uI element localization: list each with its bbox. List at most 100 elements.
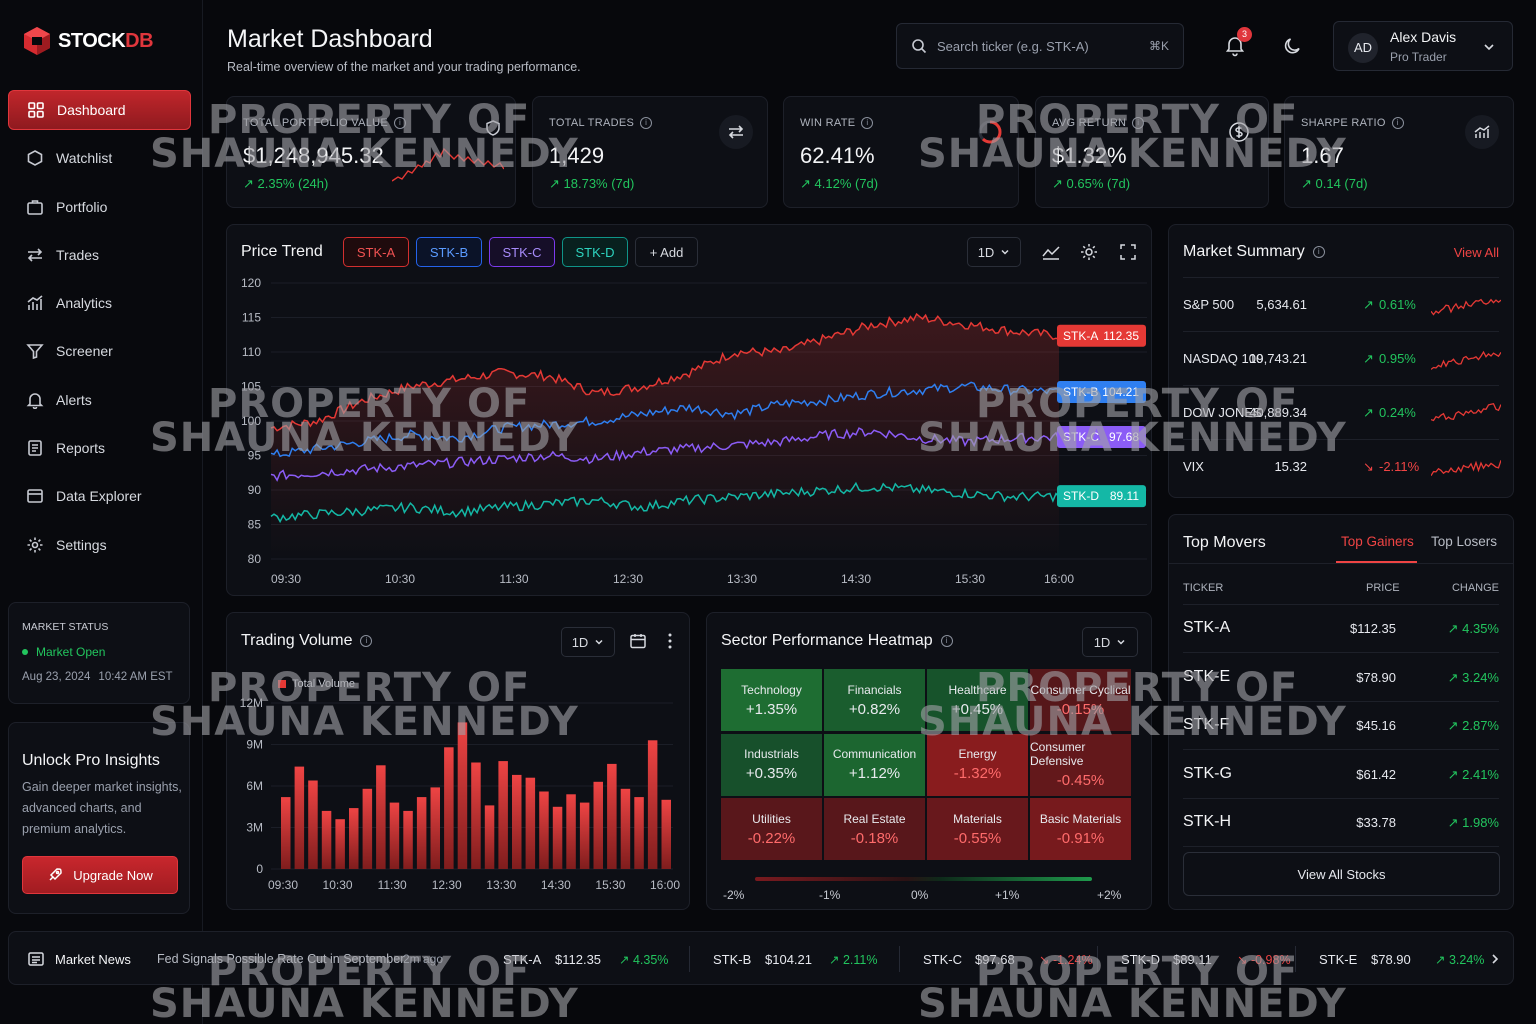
market-summary-row[interactable]: NASDAQ 100 19,743.21 ↗ 0.95% (1183, 332, 1501, 386)
sidebar-item-analytics[interactable]: Analytics (8, 283, 191, 323)
volume-bar[interactable] (566, 794, 576, 869)
heatmap-cell[interactable]: Industrials +0.35% (721, 733, 822, 796)
volume-bar[interactable] (281, 797, 291, 869)
heatmap-cell[interactable]: Technology +1.35% (721, 669, 822, 731)
heatmap-cell[interactable]: Basic Materials -0.91% (1030, 798, 1131, 860)
volume-bar[interactable] (539, 791, 549, 870)
volume-timeframe-select[interactable]: 1D (561, 627, 615, 657)
volume-bar[interactable] (498, 761, 508, 869)
volume-bar[interactable] (308, 780, 318, 870)
volume-bar[interactable] (349, 808, 359, 869)
volume-bar[interactable] (607, 763, 617, 869)
volume-bar[interactable] (457, 722, 468, 869)
sidebar-item-trades[interactable]: Trades (8, 235, 191, 275)
sidebar-item-portfolio[interactable]: Portfolio (8, 187, 191, 227)
heatmap-cell[interactable]: Materials -0.55% (927, 798, 1028, 860)
series-line-stk-c[interactable] (270, 427, 1060, 482)
news-ticker-item[interactable]: STK-A $112.35 ↗ 4.35% (503, 932, 693, 986)
info-icon[interactable]: i (394, 117, 407, 129)
volume-bar[interactable] (389, 802, 400, 869)
market-summary-row[interactable]: VIX 15.32 ↘ -2.11% (1183, 440, 1501, 494)
market-summary-view-all[interactable]: View All (1453, 245, 1499, 260)
volume-bar[interactable] (484, 805, 495, 869)
sidebar-item-screener[interactable]: Screener (8, 331, 191, 371)
top-mover-row[interactable]: STK-G $61.42 ↗ 2.41% (1183, 751, 1499, 799)
series-line-stk-b[interactable] (270, 381, 1060, 458)
volume-bar[interactable] (620, 788, 631, 869)
volume-bar[interactable] (294, 766, 305, 869)
news-ticker-item[interactable]: STK-D $89.11 ↘ -0.98% (1121, 932, 1311, 986)
volume-bar[interactable] (512, 774, 522, 869)
search-box[interactable]: ⌘K (896, 23, 1184, 69)
add-ticker-button[interactable]: + Add (635, 237, 698, 267)
info-icon[interactable]: i (940, 635, 953, 647)
volume-bar[interactable] (444, 747, 454, 869)
news-ticker-item[interactable]: STK-E $78.90 ↗ 3.24% (1319, 932, 1509, 986)
sidebar-item-data-explorer[interactable]: Data Explorer (8, 476, 191, 516)
view-all-stocks-button[interactable]: View All Stocks (1183, 852, 1500, 896)
search-input[interactable] (937, 38, 1139, 54)
volume-bar[interactable] (552, 806, 563, 870)
volume-bar[interactable] (376, 765, 386, 870)
market-summary-row[interactable]: DOW JONES 40,889.34 ↗ 0.24% (1183, 386, 1501, 440)
user-menu[interactable]: AD Alex Davis Pro Trader (1333, 21, 1513, 71)
heatmap-cell[interactable]: Consumer Cyclical -0.15% (1030, 669, 1131, 731)
series-line-stk-a[interactable] (270, 312, 1060, 432)
tab-top-gainers[interactable]: Top Gainers (1341, 534, 1414, 549)
heatmap-cell[interactable]: Energy -1.32% (927, 733, 1028, 796)
volume-bar[interactable] (362, 788, 373, 869)
info-icon[interactable]: i (1391, 117, 1404, 129)
volume-bar[interactable] (471, 762, 481, 870)
news-headline[interactable]: Fed Signals Possible Rate Cut in Septemb… (157, 952, 405, 966)
tab-top-losers[interactable]: Top Losers (1431, 534, 1498, 549)
volume-bar[interactable] (661, 799, 672, 869)
sidebar-item-reports[interactable]: Reports (8, 428, 191, 468)
settings-icon[interactable] (1079, 242, 1099, 262)
info-icon[interactable]: i (1132, 117, 1145, 129)
brand-logo[interactable]: STOCKDB (22, 26, 154, 56)
sidebar-item-watchlist[interactable]: Watchlist (8, 138, 191, 178)
line-chart-icon[interactable] (1041, 242, 1061, 262)
theme-toggle[interactable] (1282, 35, 1304, 57)
info-icon[interactable]: i (1312, 246, 1325, 258)
sidebar-item-settings[interactable]: Settings (8, 525, 191, 565)
chevron-right-icon[interactable] (1489, 953, 1501, 965)
news-ticker-item[interactable]: STK-C $97.68 ↘ -1.24% (923, 932, 1113, 986)
price-trend-chart[interactable]: 120 115 110 105 100 95 90 85 80 09:30 10:30 11:30 12… (227, 267, 1153, 597)
timeframe-select[interactable]: 1D (967, 237, 1021, 267)
heatmap-cell[interactable]: Financials +0.82% (824, 669, 925, 731)
volume-bar[interactable] (403, 810, 413, 869)
volume-bar[interactable] (321, 810, 332, 869)
info-icon[interactable]: i (360, 635, 373, 647)
news-ticker-item[interactable]: STK-B $104.21 ↗ 2.11% (713, 932, 903, 986)
heatmap-timeframe-select[interactable]: 1D (1082, 627, 1138, 657)
series-line-stk-d[interactable] (270, 481, 1060, 524)
volume-bar[interactable] (430, 787, 441, 869)
chip-stk-c[interactable]: STK-C (489, 237, 555, 267)
market-summary-row[interactable]: S&P 500 5,634.61 ↗ 0.61% (1183, 278, 1501, 332)
heatmap-cell[interactable]: Consumer Defensive -0.45% (1030, 733, 1131, 796)
heatmap-cell[interactable]: Real Estate -0.18% (824, 798, 925, 860)
sidebar-item-alerts[interactable]: Alerts (8, 380, 191, 420)
top-mover-row[interactable]: STK-E $78.90 ↗ 3.24% (1183, 654, 1499, 702)
volume-bar[interactable] (647, 740, 658, 869)
expand-icon[interactable] (1118, 242, 1138, 262)
chip-stk-b[interactable]: STK-B (416, 237, 482, 267)
volume-bar[interactable] (579, 802, 590, 869)
volume-bar[interactable] (634, 797, 644, 869)
top-mover-row[interactable]: STK-A $112.35 ↗ 4.35% (1183, 605, 1499, 653)
top-mover-row[interactable]: STK-H $33.78 ↗ 1.98% (1183, 799, 1499, 847)
top-mover-row[interactable]: STK-F $45.16 ↗ 2.87% (1183, 702, 1499, 750)
chip-stk-a[interactable]: STK-A (343, 237, 409, 267)
chip-stk-d[interactable]: STK-D (562, 237, 628, 267)
volume-bar[interactable] (416, 797, 427, 869)
more-vertical-icon[interactable] (667, 632, 673, 650)
info-icon[interactable]: i (640, 117, 653, 129)
info-icon[interactable]: i (861, 117, 874, 129)
trading-volume-chart[interactable]: 12M 9M 6M 3M 0 09:30 10:30 11:30 12:30 13:30 14:30… (227, 691, 691, 911)
volume-bar[interactable] (335, 819, 345, 869)
calendar-icon[interactable] (629, 632, 647, 650)
heatmap-cell[interactable]: Healthcare +0.45% (927, 669, 1028, 731)
volume-bar[interactable] (525, 777, 536, 869)
heatmap-cell[interactable]: Communication +1.12% (824, 733, 925, 796)
